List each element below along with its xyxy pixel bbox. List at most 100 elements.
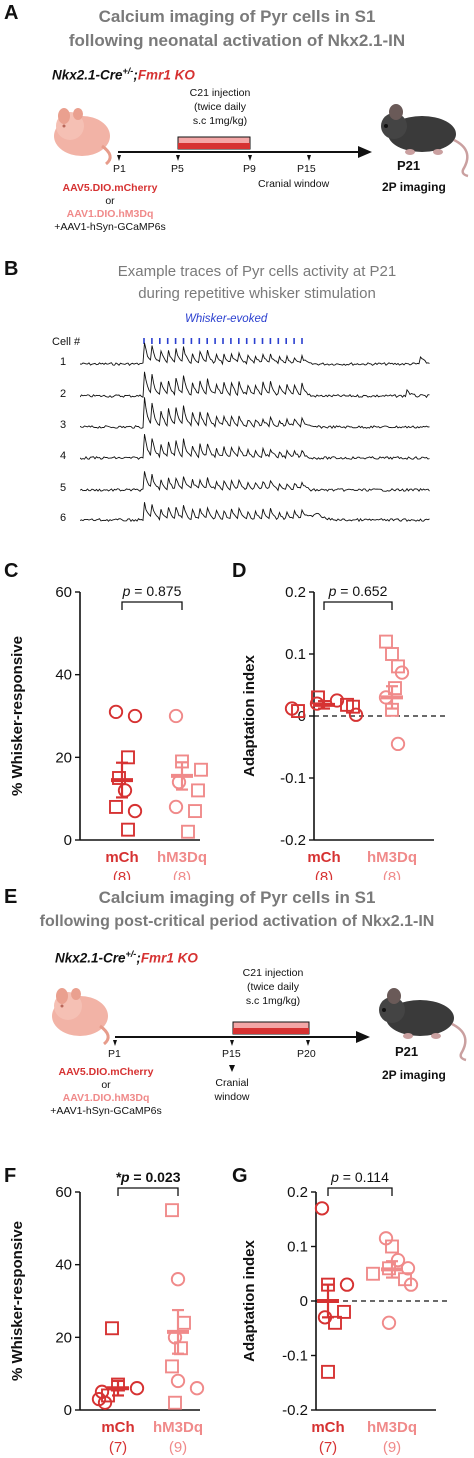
p-value-label: p = 0.875 bbox=[122, 583, 182, 599]
data-point-square bbox=[385, 647, 399, 661]
data-point-circle bbox=[348, 707, 364, 722]
y-tick-label: 0 bbox=[64, 832, 72, 849]
cell-label-5: 5 bbox=[60, 482, 67, 494]
significance-bracket bbox=[327, 1187, 393, 1196]
mouse-pup-icon bbox=[54, 108, 112, 166]
endpoint-imaging: 2P imaging bbox=[382, 180, 446, 194]
genotype-fmr1: Fmr1 KO bbox=[137, 67, 195, 83]
panel-e-title-line2: following post-critical period activatio… bbox=[39, 913, 435, 930]
data-point-circle bbox=[189, 1381, 205, 1396]
p-value-label: *p = 0.023 bbox=[116, 1169, 181, 1185]
cell-label-4: 4 bbox=[60, 450, 67, 462]
data-point-square bbox=[328, 1315, 342, 1330]
data-point-square bbox=[177, 1315, 191, 1330]
panel-e-timeline bbox=[52, 988, 467, 1072]
e-timepoint-p20: P20 bbox=[297, 1048, 316, 1060]
cell-header: Cell # bbox=[52, 336, 81, 348]
virus-mcherry: AAV5.DIO.mCherry bbox=[62, 182, 158, 194]
panel-letter-e: E bbox=[4, 886, 18, 908]
group-n-label: (9) bbox=[383, 1439, 401, 1456]
group-label: hM3Dq bbox=[367, 1419, 417, 1436]
group-label: hM3Dq bbox=[367, 849, 417, 866]
p-value-label: p = 0.114 bbox=[330, 1169, 389, 1185]
group-n-label: (8) bbox=[113, 869, 131, 880]
virus-gcamp: +AAV1-hSyn-GCaMP6s bbox=[54, 221, 166, 233]
p-symbol: p bbox=[328, 583, 337, 599]
group-n-label: (8) bbox=[173, 869, 191, 880]
cell-label-3: 3 bbox=[60, 419, 67, 431]
y-tick-label: -0.2 bbox=[280, 832, 306, 849]
timepoint-p15: P15 bbox=[297, 163, 316, 175]
trace-cell-3 bbox=[80, 397, 430, 429]
timepoint-p9: P9 bbox=[243, 163, 256, 175]
timepoint-p1: P1 bbox=[113, 163, 126, 175]
trace-cell-4 bbox=[80, 434, 430, 460]
data-point-square bbox=[105, 1321, 119, 1336]
e-injection-label-3: s.c 1mg/kg) bbox=[245, 995, 301, 1007]
data-point-square bbox=[181, 824, 195, 839]
data-point-circle bbox=[129, 1381, 145, 1396]
trace-cell-2 bbox=[80, 371, 430, 399]
timepoint-p5: P5 bbox=[171, 163, 184, 175]
cranial-window-label: Cranial window bbox=[258, 178, 330, 190]
y-tick-label: 0 bbox=[64, 1402, 72, 1419]
y-tick-label: 0.2 bbox=[285, 584, 306, 601]
panel-letter-c: C bbox=[4, 560, 19, 582]
data-point-circle bbox=[127, 803, 143, 819]
significance-bracket bbox=[323, 601, 393, 610]
data-point-circle bbox=[329, 693, 345, 708]
y-tick-label: -0.1 bbox=[282, 1348, 308, 1365]
data-point-square bbox=[291, 704, 305, 718]
group-label: hM3Dq bbox=[157, 849, 207, 866]
data-point-circle bbox=[170, 1272, 186, 1287]
data-point-square bbox=[385, 1239, 399, 1254]
group-n-label: (7) bbox=[109, 1439, 127, 1456]
y-tick-label: -0.2 bbox=[282, 1402, 308, 1419]
y-tick-label: 0 bbox=[300, 1293, 308, 1310]
e-timepoint-p1: P1 bbox=[108, 1048, 121, 1060]
y-tick-label: 0.1 bbox=[287, 1239, 308, 1256]
y-tick-label: 0.1 bbox=[285, 646, 306, 663]
data-point-circle bbox=[97, 1395, 113, 1410]
significance-bracket bbox=[117, 1187, 179, 1196]
data-point-square bbox=[165, 1359, 179, 1374]
group-label: mCh bbox=[307, 849, 340, 866]
data-point-circle bbox=[168, 708, 184, 724]
panel-letter-b: B bbox=[4, 258, 19, 280]
panel-letter-g: G bbox=[232, 1165, 248, 1187]
data-point-square bbox=[168, 1395, 182, 1410]
y-tick-label: 60 bbox=[55, 1184, 72, 1201]
calcium-traces bbox=[80, 338, 430, 523]
panel-a-timeline bbox=[54, 104, 469, 178]
y-axis-label: % Whisker-responsive bbox=[9, 1221, 26, 1381]
data-point-square bbox=[188, 804, 202, 819]
endpoint-p21: P21 bbox=[397, 158, 421, 173]
adult-mouse-icon bbox=[381, 104, 469, 178]
panel-e-genotype: Nkx2.1-Cre+/-;Fmr1 KO bbox=[55, 949, 198, 966]
data-point-circle bbox=[127, 708, 143, 724]
injection-label-3: s.c 1mg/kg) bbox=[192, 115, 248, 127]
e-virus-mcherry: AAV5.DIO.mCherry bbox=[58, 1066, 154, 1078]
data-point-circle bbox=[314, 1201, 330, 1216]
data-point-circle bbox=[339, 1277, 355, 1292]
cell-label-1: 1 bbox=[60, 356, 67, 368]
data-point-square bbox=[337, 1304, 351, 1319]
injection-label-1: C21 injection bbox=[189, 87, 251, 99]
y-tick-label: 60 bbox=[55, 584, 72, 601]
y-tick-label: -0.1 bbox=[280, 770, 306, 787]
y-tick-label: 20 bbox=[55, 749, 72, 766]
chart-panel-g: -0.2 -0.1 0 0.1 0.2 Adaptation index p = 0.114… bbox=[241, 1169, 448, 1456]
cell-label-6: 6 bbox=[60, 512, 67, 524]
injection-label-2: (twice daily bbox=[194, 101, 246, 113]
genotype-e-cre: Nkx2.1-Cre bbox=[55, 950, 126, 966]
e-endpoint-p21: P21 bbox=[395, 1044, 419, 1059]
data-point-square bbox=[121, 750, 135, 765]
p-symbol: p bbox=[122, 583, 131, 599]
e-virus-gcamp: +AAV1-hSyn-GCaMP6s bbox=[50, 1105, 162, 1117]
chart-panel-f: 0 20 40 60 % Whisker-responsive *p = 0.023 mCh… bbox=[9, 1169, 205, 1456]
data-point-circle bbox=[108, 704, 124, 720]
data-point-square bbox=[191, 783, 205, 798]
group-label: mCh bbox=[101, 1419, 134, 1436]
e-cranial-label-1: Cranial bbox=[215, 1077, 249, 1089]
panel-e-title-line1: Calcium imaging of Pyr cells in S1 bbox=[98, 888, 376, 907]
